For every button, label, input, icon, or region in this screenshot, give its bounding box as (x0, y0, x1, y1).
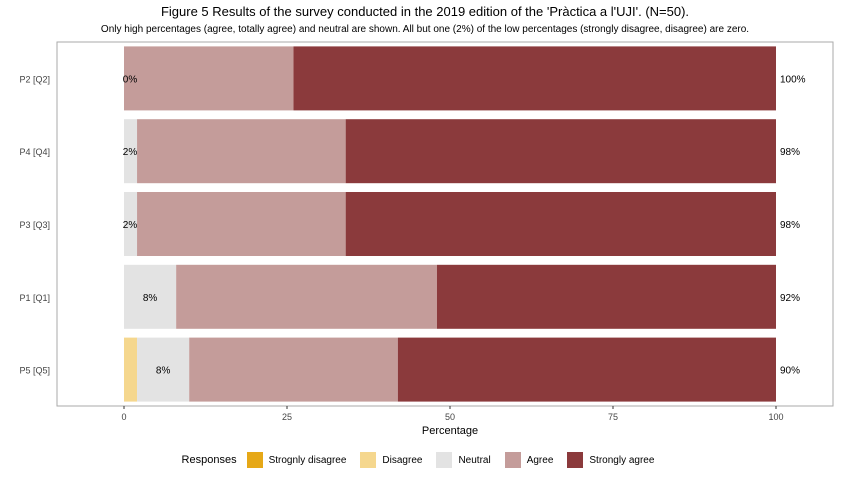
legend-entry: Strognly disagree (246, 452, 347, 468)
legend-label: Agree (526, 454, 554, 466)
legend-entry: Neutral (436, 452, 491, 468)
left-value-label: 2% (123, 220, 138, 231)
bar-segment (345, 192, 776, 256)
right-value-label: 92% (780, 293, 800, 304)
right-value-label: 98% (780, 220, 800, 231)
bar-segment (137, 192, 346, 256)
bar-segment (124, 192, 138, 256)
chart-title: Figure 5 Results of the survey conducted… (160, 4, 690, 19)
left-value-label: 8% (143, 293, 158, 304)
bar-segment (436, 264, 776, 329)
bar-segment (124, 46, 294, 111)
legend: Responses Strognly disagree Disagree Neutr… (0, 452, 850, 468)
legend-swatch (504, 452, 521, 468)
bar-segment (124, 337, 138, 402)
legend-entry: Strongly agree (567, 452, 654, 468)
chart-subtitle: Only high percentages (agree, totally ag… (100, 24, 750, 35)
right-value-label: 100% (780, 74, 806, 85)
y-tick-label: P1 [Q1] (19, 293, 50, 303)
y-tick-label: P2 [Q2] (19, 74, 50, 84)
left-value-label: 2% (123, 147, 138, 158)
x-axis-label: Percentage (422, 425, 478, 437)
y-tick-label: P3 [Q3] (19, 220, 50, 230)
right-value-label: 98% (780, 147, 800, 158)
x-tick-label: 25 (282, 412, 292, 422)
y-tick-label: P5 [Q5] (19, 366, 50, 376)
legend-swatch (360, 452, 377, 468)
x-tick-label: 50 (445, 412, 455, 422)
bar-segment (124, 264, 177, 329)
y-tick-label: P4 [Q4] (19, 147, 50, 157)
left-value-label: 0% (123, 74, 138, 85)
right-value-label: 90% (780, 366, 800, 377)
bar-segment (397, 337, 776, 402)
bar-segment (137, 337, 190, 402)
bar-segment (176, 264, 437, 329)
x-tick-label: 100 (768, 412, 783, 422)
legend-label: Neutral (458, 454, 491, 466)
legend-entry: Disagree (360, 452, 422, 468)
bar-segment (345, 119, 776, 184)
bar-segment (293, 46, 776, 111)
bar-segment (137, 119, 346, 184)
left-value-label: 8% (156, 366, 171, 377)
legend-swatch (436, 452, 453, 468)
legend-title: Responses (181, 454, 237, 466)
legend-swatch (246, 452, 263, 468)
x-tick-label: 0 (121, 412, 126, 422)
bar-segment (189, 337, 398, 402)
legend-label: Strognly disagree (268, 454, 347, 466)
bar-segment (124, 119, 138, 184)
legend-label: Disagree (382, 454, 423, 466)
legend-entry: Agree (504, 452, 554, 468)
x-tick-label: 75 (608, 412, 618, 422)
legend-label: Strongly agree (589, 454, 655, 466)
legend-swatch (567, 452, 584, 468)
